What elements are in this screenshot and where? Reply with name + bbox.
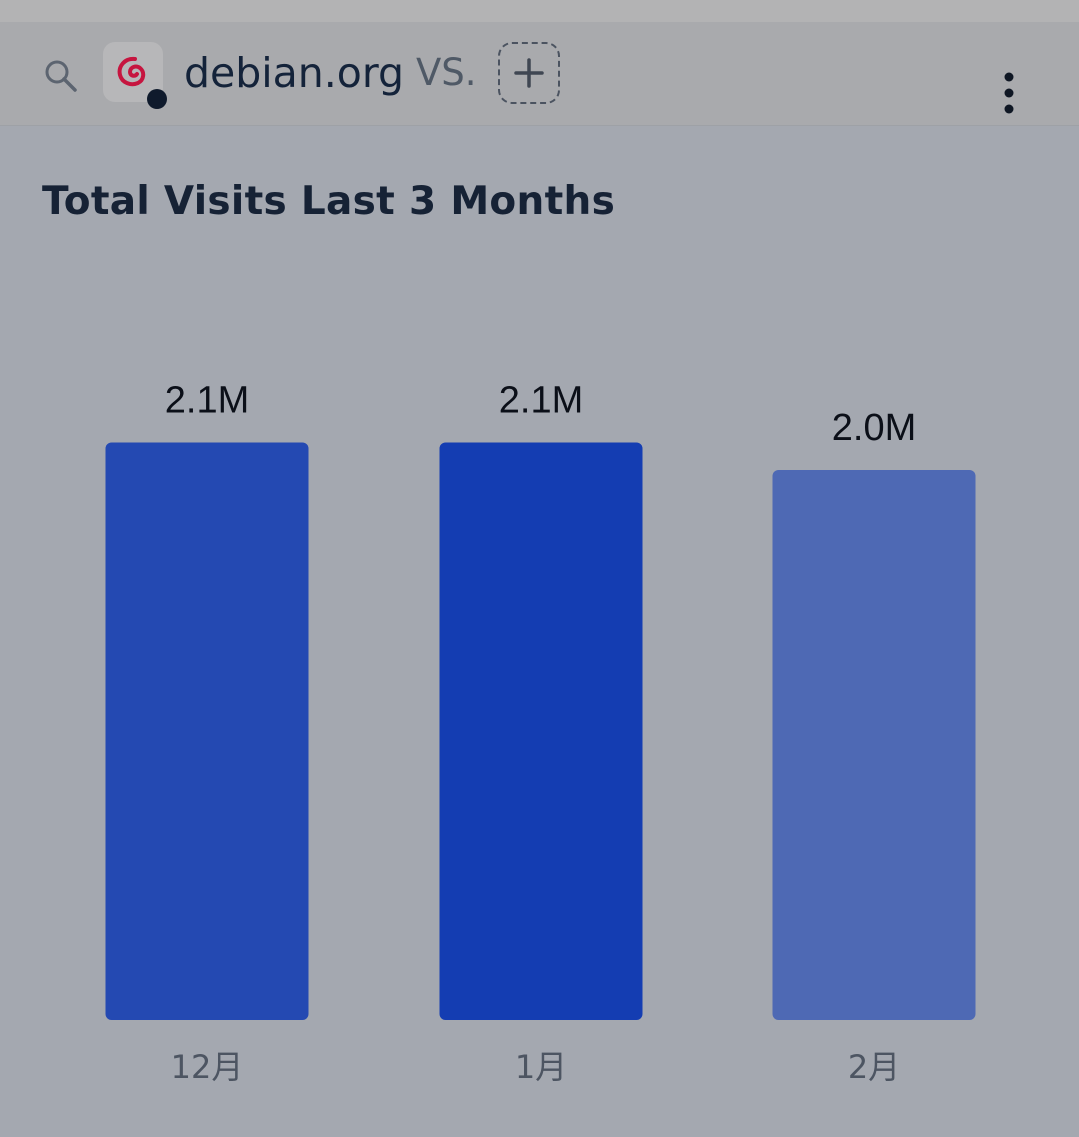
bar-2[interactable] xyxy=(772,470,976,1020)
vs-label: VS. xyxy=(416,51,477,94)
plus-icon xyxy=(514,58,544,88)
chart-title: Total Visits Last 3 Months xyxy=(42,179,616,224)
x-tick-label-2: 2月 xyxy=(848,1048,900,1086)
x-tick-label-0: 12月 xyxy=(171,1048,244,1086)
compare-header: debian.org VS. xyxy=(0,22,1079,126)
site-name[interactable]: debian.org xyxy=(184,49,405,97)
bar-0[interactable] xyxy=(105,442,309,1021)
status-bar xyxy=(0,0,1079,22)
search-icon[interactable] xyxy=(42,57,80,95)
bar-value-label-0: 2.1M xyxy=(165,380,249,422)
debian-logo-icon xyxy=(117,56,146,87)
x-tick-label-1: 1月 xyxy=(515,1048,567,1086)
add-competitor-button[interactable] xyxy=(498,42,560,104)
more-vertical-icon[interactable] xyxy=(994,68,1024,118)
bar-1[interactable] xyxy=(439,442,643,1021)
status-dot xyxy=(147,89,167,109)
bar-value-label-2: 2.0M xyxy=(832,407,916,449)
visits-bar-chart: 2.1M 12月 2.1M 1月 2.0M 2月 xyxy=(105,380,976,1086)
bar-value-label-1: 2.1M xyxy=(499,380,583,422)
